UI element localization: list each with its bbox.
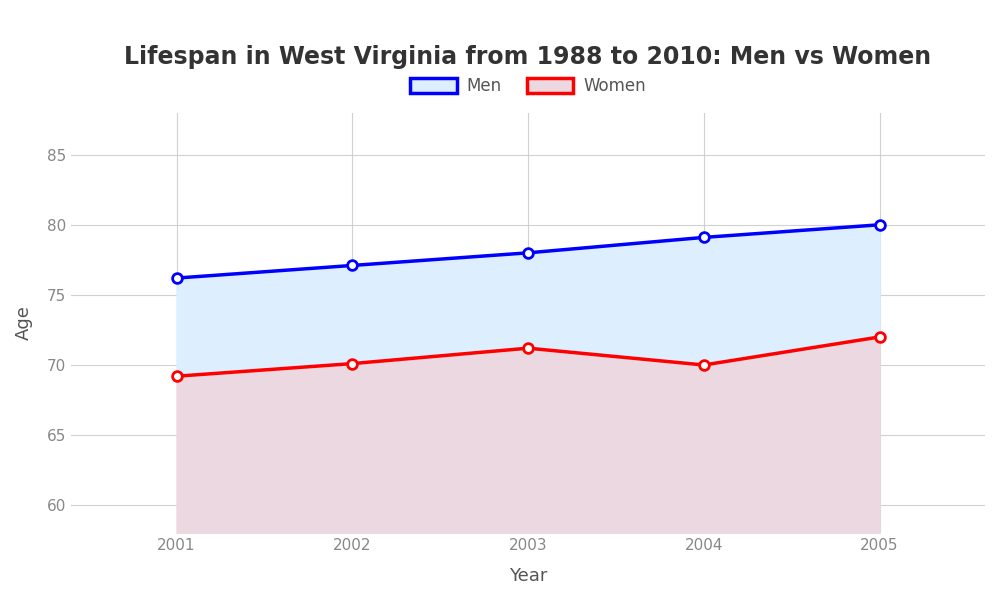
Title: Lifespan in West Virginia from 1988 to 2010: Men vs Women: Lifespan in West Virginia from 1988 to 2… (124, 45, 932, 69)
X-axis label: Year: Year (509, 567, 547, 585)
Y-axis label: Age: Age (15, 305, 33, 340)
Legend: Men, Women: Men, Women (403, 70, 653, 102)
